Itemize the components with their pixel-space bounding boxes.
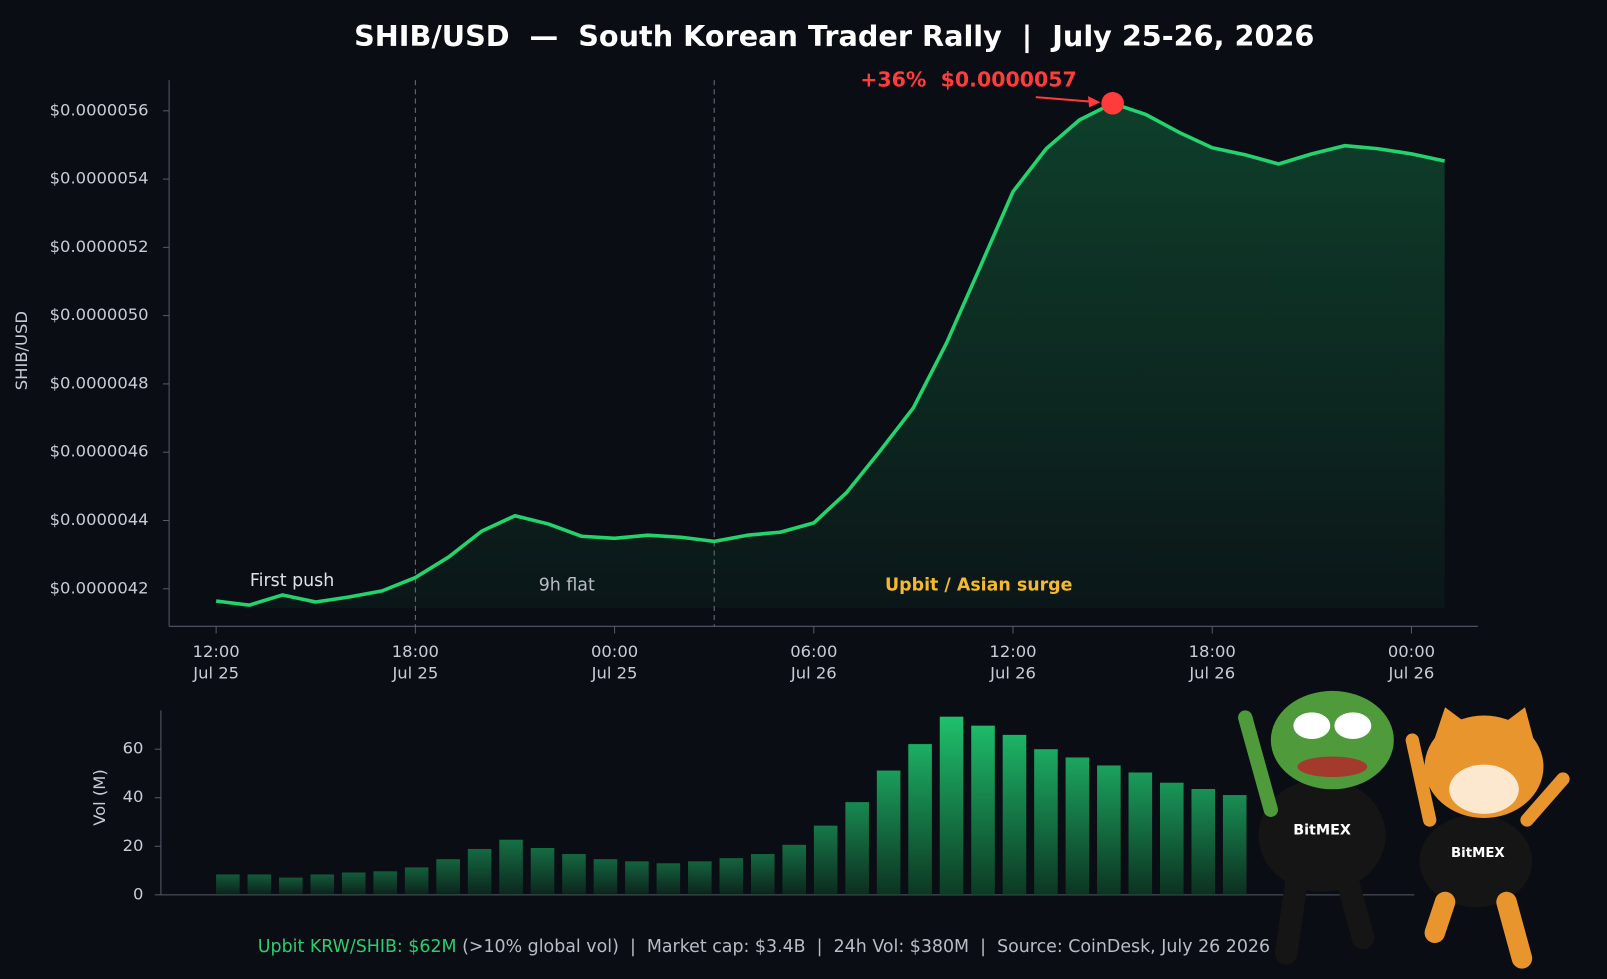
sticker-label: BitMEX <box>1451 846 1505 861</box>
volume-bar <box>813 825 838 895</box>
x-tick-label: 12:00 Jul 26 <box>989 641 1037 682</box>
price-area <box>216 103 1445 608</box>
dog-legs <box>1424 891 1533 969</box>
volume-bar <box>845 802 869 895</box>
footer: Upbit KRW/SHIB: $62M (>10% global vol) |… <box>230 937 1287 957</box>
region-label: First push <box>250 571 334 591</box>
region-label: Upbit / Asian surge <box>885 575 1072 595</box>
price-line <box>215 101 1446 607</box>
x-tick-label-line: 18:00 <box>392 641 439 660</box>
volume-bar <box>1034 749 1058 895</box>
volume-bar <box>247 874 272 895</box>
peak-marker <box>1101 92 1124 115</box>
x-tick-label-line: 12:00 <box>193 641 240 660</box>
volume-bar <box>971 725 995 895</box>
frog-legs <box>1274 870 1375 965</box>
x-tick-label-line: Jul 26 <box>989 663 1036 682</box>
y-tick-label: $0.0000052 <box>50 237 149 256</box>
volume-bar <box>1097 765 1121 895</box>
peak-label: +36% $0.0000057 <box>860 68 1077 92</box>
volume-bar <box>593 859 618 895</box>
dog-ears <box>1434 707 1534 739</box>
footer-highlight: Upbit KRW/SHIB: $62M <box>258 937 457 957</box>
x-tick-label-line: Jul 25 <box>591 663 638 682</box>
chart-title: SHIB/USD — South Korean Trader Rally | J… <box>354 19 1314 53</box>
y-tick-label: $0.0000046 <box>50 442 149 461</box>
volume-bar <box>908 744 932 895</box>
x-tick-label: 18:00 Jul 25 <box>391 641 439 682</box>
dog-muzzle <box>1449 764 1519 814</box>
volume-bar <box>1191 789 1216 895</box>
volume-bar <box>499 839 523 895</box>
volume-bar <box>876 770 901 895</box>
x-tick-label-line: Jul 26 <box>1188 663 1235 682</box>
y-tick-label: $0.0000042 <box>50 578 149 597</box>
x-tick-label-line: Jul 25 <box>192 663 239 682</box>
x-tick-label: 00:00 Jul 25 <box>591 641 639 682</box>
y-tick-label: $0.0000054 <box>50 169 149 188</box>
volume-bar <box>341 872 366 895</box>
volume-bar <box>1160 782 1184 895</box>
volume-bar <box>436 859 460 895</box>
peak-arrow <box>1035 96 1099 104</box>
x-tick-label-line: 00:00 <box>591 641 638 660</box>
volume-bar <box>1002 734 1027 895</box>
y-tick-label: $0.0000050 <box>50 305 149 324</box>
volume-bar <box>562 854 586 895</box>
volume-bar <box>782 844 807 895</box>
x-tick-label: 18:00 Jul 26 <box>1188 641 1236 682</box>
volume-bar <box>719 858 744 895</box>
y-tick-label: $0.0000056 <box>50 100 149 119</box>
volume-bar <box>373 871 397 895</box>
x-tick-label-line: Jul 25 <box>391 663 438 682</box>
x-tick-label: 12:00 Jul 25 <box>192 641 240 682</box>
volume-bar <box>1222 795 1247 895</box>
x-tick-label-line: 00:00 <box>1388 641 1435 660</box>
x-tick-label-line: 18:00 <box>1189 641 1236 660</box>
volume-bar <box>216 874 240 895</box>
peak-arrowhead <box>1088 96 1101 108</box>
x-tick-label-line: 12:00 <box>989 641 1036 660</box>
volume-bar <box>310 874 335 895</box>
volume-bar <box>656 863 681 895</box>
y-tick-label: 60 <box>123 739 144 758</box>
frog-eye <box>1293 712 1331 740</box>
y-tick-label: 0 <box>133 884 143 903</box>
y-tick-label: $0.0000048 <box>50 373 149 392</box>
y-axis-label: SHIB/USD <box>12 311 31 390</box>
volume-bar <box>467 848 492 895</box>
region-label: 9h flat <box>539 575 595 595</box>
volume-bar <box>750 854 775 895</box>
footer-text: (>10% global vol) | Market cap: $3.4B | … <box>457 937 1271 957</box>
frog-mouth <box>1297 756 1368 777</box>
x-tick-label-line: Jul 26 <box>1388 663 1435 682</box>
y-tick-label: 20 <box>123 836 144 855</box>
x-tick-label-line: Jul 26 <box>790 663 837 682</box>
y-tick-label: 40 <box>123 787 144 806</box>
sticker-label: BitMEX <box>1293 822 1351 838</box>
sticker-art: BitMEX BitMEX <box>1238 690 1570 969</box>
y-axis-label: Vol (M) <box>90 769 109 826</box>
x-tick-label: 06:00 Jul 26 <box>790 641 838 682</box>
y-tick-label: $0.0000044 <box>50 510 149 529</box>
frog-arm <box>1238 710 1279 817</box>
dog-arms <box>1405 733 1570 827</box>
volume-bar <box>939 716 964 895</box>
volume-bar <box>688 861 712 895</box>
volume-bar <box>1128 772 1153 895</box>
volume-bar <box>279 877 303 895</box>
volume-bar <box>530 847 555 895</box>
frog-body <box>1258 779 1386 892</box>
x-tick-label: 00:00 Jul 26 <box>1388 641 1436 682</box>
dog-body <box>1419 814 1533 908</box>
volume-bar <box>625 861 649 895</box>
frog-eye <box>1334 712 1372 740</box>
volume-bar <box>404 867 429 895</box>
x-tick-label-line: 06:00 <box>790 641 837 660</box>
volume-bar <box>1065 757 1090 895</box>
